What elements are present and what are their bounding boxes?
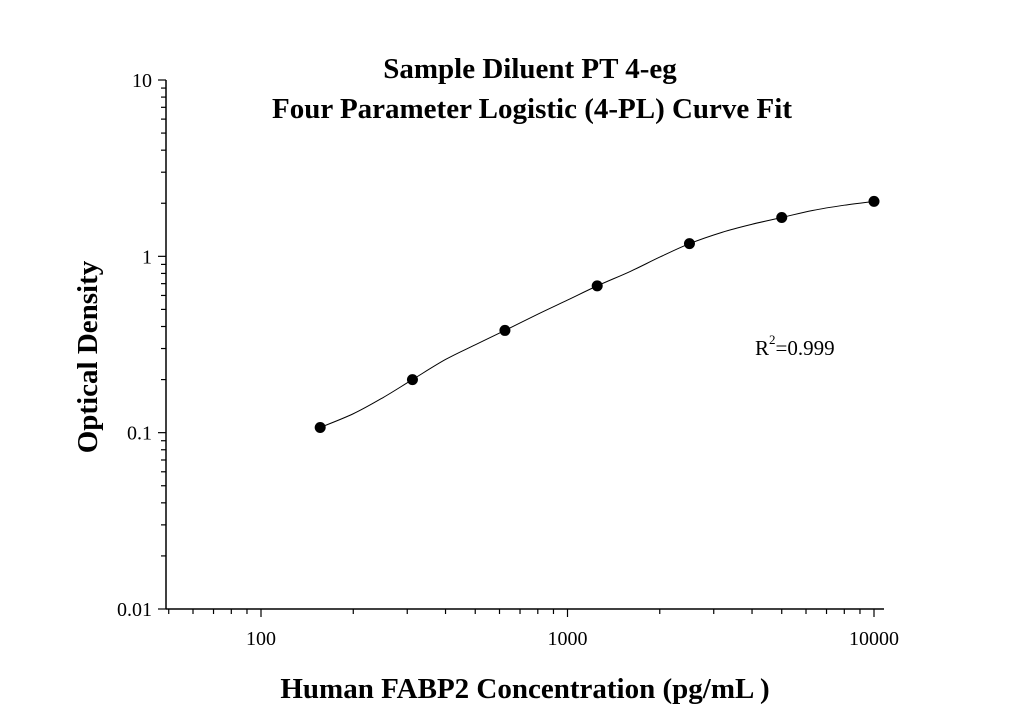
r-squared-base: R [755, 336, 769, 360]
data-point [591, 280, 603, 292]
x-axis-tick-labels: 100 1000 10000 [246, 628, 899, 650]
x-axis-ticks [168, 609, 875, 617]
data-point [499, 324, 511, 336]
y-tick-label: 10 [132, 70, 152, 92]
r-squared-superscript: 2 [769, 332, 776, 347]
x-tick-label: 1000 [548, 628, 588, 650]
data-point [776, 212, 788, 224]
x-axis-label: Human FABP2 Concentration (pg/mL ) [280, 673, 769, 705]
r-squared-value: =0.999 [776, 336, 835, 360]
x-tick-label: 100 [246, 628, 276, 650]
data-point [314, 421, 326, 433]
chart-title-line-2: Four Parameter Logistic (4-PL) Curve Fit [272, 93, 792, 125]
fit-curve-line [319, 200, 875, 428]
r-squared-annotation: R2=0.999 [755, 332, 835, 360]
data-point [406, 374, 418, 386]
chart-title-line-1: Sample Diluent PT 4-eg [383, 53, 677, 85]
y-axis-label: Optical Density [72, 260, 104, 453]
y-tick-label: 0.1 [127, 423, 152, 445]
y-axis-tick-labels: 0.01 0.1 1 10 [117, 70, 152, 621]
data-point [868, 195, 880, 207]
y-tick-label: 0.01 [117, 599, 152, 621]
y-axis-ticks [158, 79, 166, 610]
data-point [683, 238, 695, 250]
data-points [314, 195, 880, 433]
y-tick-label: 1 [142, 246, 152, 268]
x-tick-label: 10000 [849, 628, 899, 650]
